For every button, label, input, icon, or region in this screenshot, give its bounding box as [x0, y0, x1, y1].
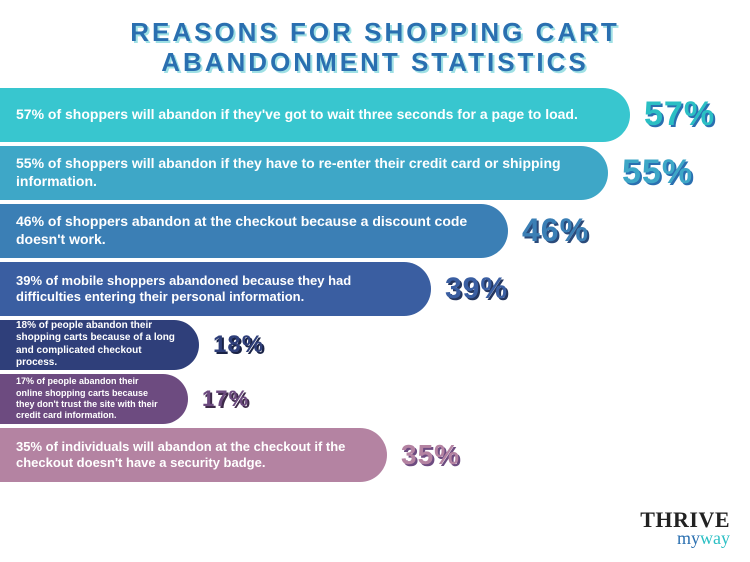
bar-text: 17% of people abandon their online shopp…	[16, 376, 164, 421]
bar-percent: 55%55%	[622, 153, 693, 192]
bar-text: 46% of shoppers abandon at the checkout …	[16, 213, 484, 248]
bar-row: 57% of shoppers will abandon if they've …	[0, 88, 750, 142]
title-line1: Reasons for Shopping Cart	[130, 17, 620, 47]
bar-text: 55% of shoppers will abandon if they hav…	[16, 155, 584, 190]
bar-row: 17% of people abandon their online shopp…	[0, 374, 750, 424]
bar-row: 46% of shoppers abandon at the checkout …	[0, 204, 750, 258]
logo-way: way	[700, 528, 730, 548]
bar-row: 18% of people abandon their shopping car…	[0, 320, 750, 370]
bar: 17% of people abandon their online shopp…	[0, 374, 188, 424]
bar-percent: 18%18%	[213, 331, 264, 359]
bar-text: 39% of mobile shoppers abandoned because…	[16, 273, 407, 306]
chart-title: Reasons for Shopping Cart Abandonment St…	[0, 0, 750, 88]
bar: 35% of individuals will abandon at the c…	[0, 428, 387, 482]
bar-row: 55% of shoppers will abandon if they hav…	[0, 146, 750, 200]
bar-percent: 39%39%	[445, 272, 508, 306]
bar: 39% of mobile shoppers abandoned because…	[0, 262, 431, 316]
bar: 46% of shoppers abandon at the checkout …	[0, 204, 508, 258]
bar-row: 35% of individuals will abandon at the c…	[0, 428, 750, 482]
bar: 55% of shoppers will abandon if they hav…	[0, 146, 608, 200]
bar-row: 39% of mobile shoppers abandoned because…	[0, 262, 750, 316]
bar-percent: 46%46%	[522, 212, 589, 249]
bar: 57% of shoppers will abandon if they've …	[0, 88, 630, 142]
logo-my: my	[677, 528, 700, 548]
bar-percent: 57%57%	[644, 95, 715, 134]
bar-text: 35% of individuals will abandon at the c…	[16, 439, 363, 472]
bar-percent: 17%17%	[202, 386, 249, 412]
bar-text: 57% of shoppers will abandon if they've …	[16, 106, 578, 124]
logo-line2: myway	[640, 530, 730, 546]
brand-logo: THRIVE myway	[640, 510, 730, 546]
bar-percent: 35%35%	[401, 439, 460, 471]
bar: 18% of people abandon their shopping car…	[0, 320, 199, 370]
bar-chart: 57% of shoppers will abandon if they've …	[0, 88, 750, 482]
title-line2: Abandonment Statistics	[161, 47, 589, 77]
bar-text: 18% of people abandon their shopping car…	[16, 320, 175, 370]
